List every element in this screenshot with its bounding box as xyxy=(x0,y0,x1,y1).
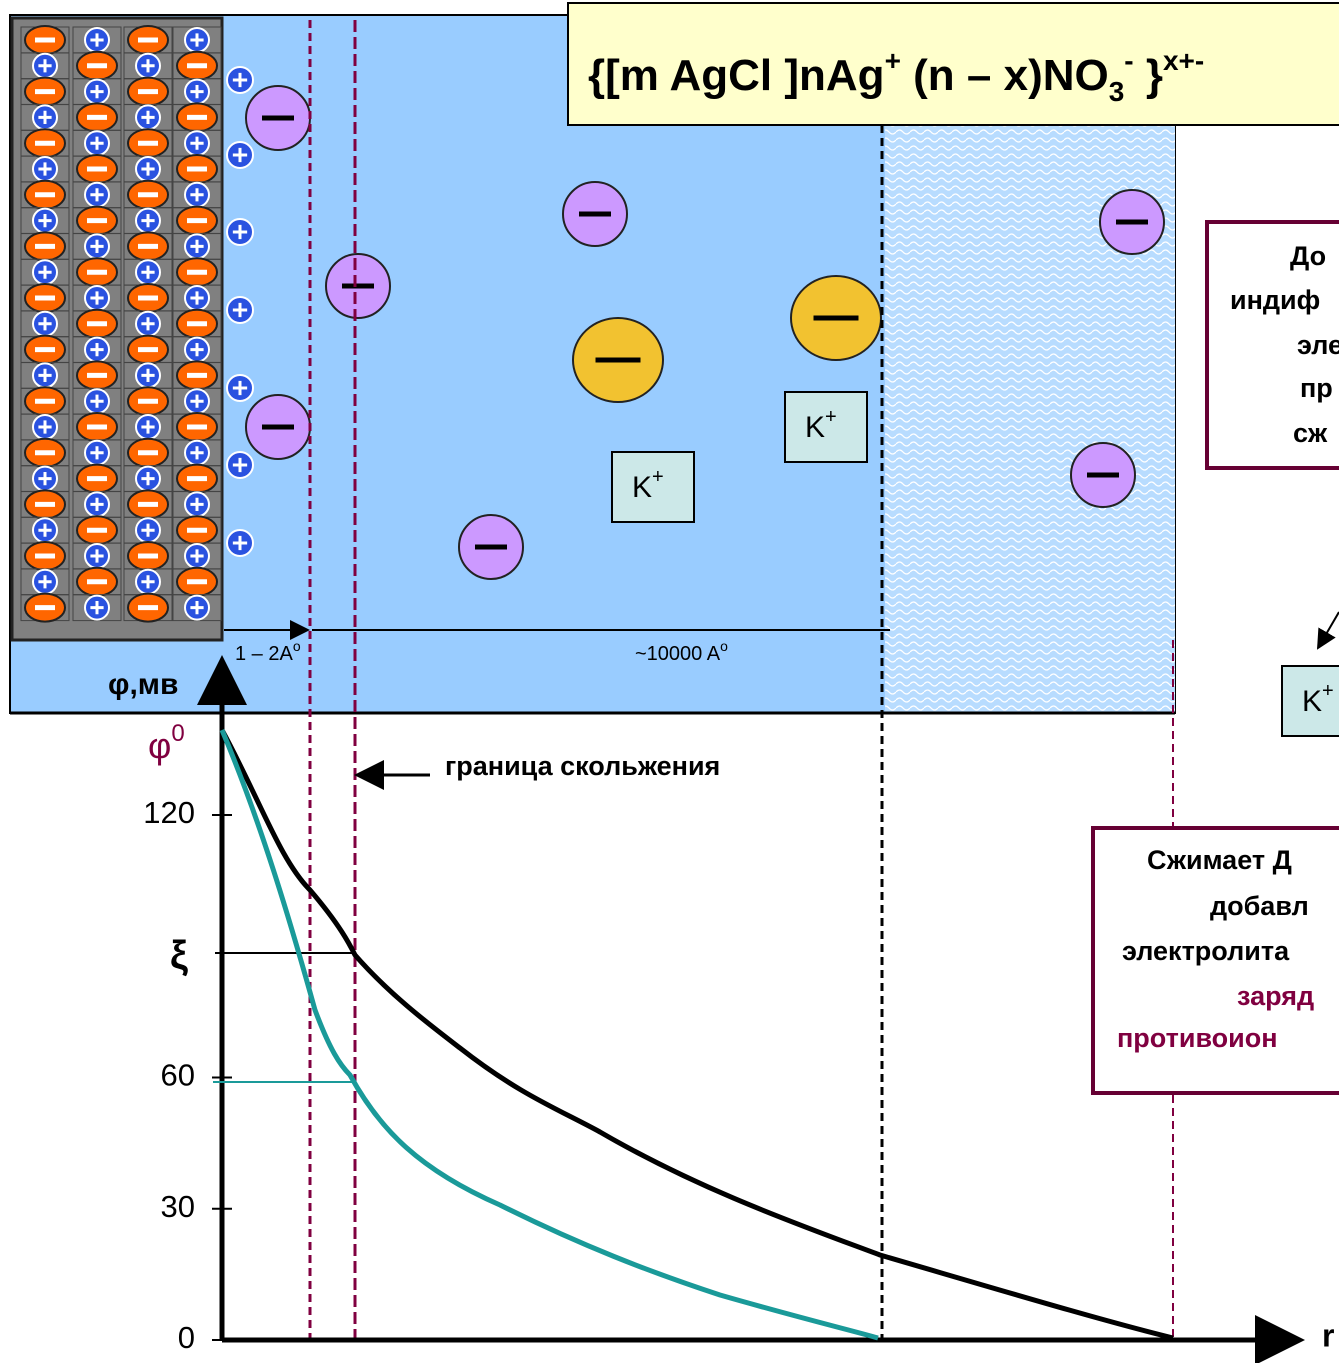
arrow xyxy=(1318,612,1339,648)
note-text: эле xyxy=(1297,330,1339,360)
note-text: электролита xyxy=(1122,936,1290,966)
zeta-label: ξ xyxy=(170,934,188,978)
y-ticks: 0 30 60 120 xyxy=(143,795,232,1355)
note-text: заряд xyxy=(1237,981,1314,1011)
x-axis-label: r xyxy=(1322,1317,1334,1353)
note-text: сж xyxy=(1293,418,1328,448)
crystal-ions xyxy=(21,26,221,622)
note-text: пр xyxy=(1300,373,1333,403)
ion-charge: + xyxy=(1322,680,1334,702)
y-tick-label: 120 xyxy=(143,795,195,830)
note-text: Сжимает Д xyxy=(1147,845,1292,875)
ion-symbol: K xyxy=(1302,685,1322,718)
slip-label: граница скольжения xyxy=(445,751,720,781)
y-tick-label: 60 xyxy=(161,1058,195,1093)
phi0-label: φ0 xyxy=(148,720,185,766)
note-text: индиф xyxy=(1230,285,1320,315)
page: K+K+K+ 1 – 2Ao ~10000 Ao {[m AgCl ]nAg+ … xyxy=(0,0,1339,1363)
ion-symbol: K xyxy=(805,411,825,444)
y-tick-label: 30 xyxy=(161,1189,195,1224)
note-text: противоион xyxy=(1117,1023,1278,1053)
note-text: До xyxy=(1290,241,1326,271)
potential-curve xyxy=(222,730,1173,1338)
ion-charge: + xyxy=(825,406,837,428)
note-text: добавл xyxy=(1210,891,1309,921)
ion-charge: + xyxy=(652,466,664,488)
potential-curve-compressed xyxy=(222,730,878,1338)
ion-symbol: K xyxy=(632,471,652,504)
y-axis-label: φ,мв xyxy=(108,668,178,701)
diagram: K+K+K+ 1 – 2Ao ~10000 Ao {[m AgCl ]nAg+ … xyxy=(0,0,1339,1363)
y-tick-label: 0 xyxy=(178,1320,195,1355)
